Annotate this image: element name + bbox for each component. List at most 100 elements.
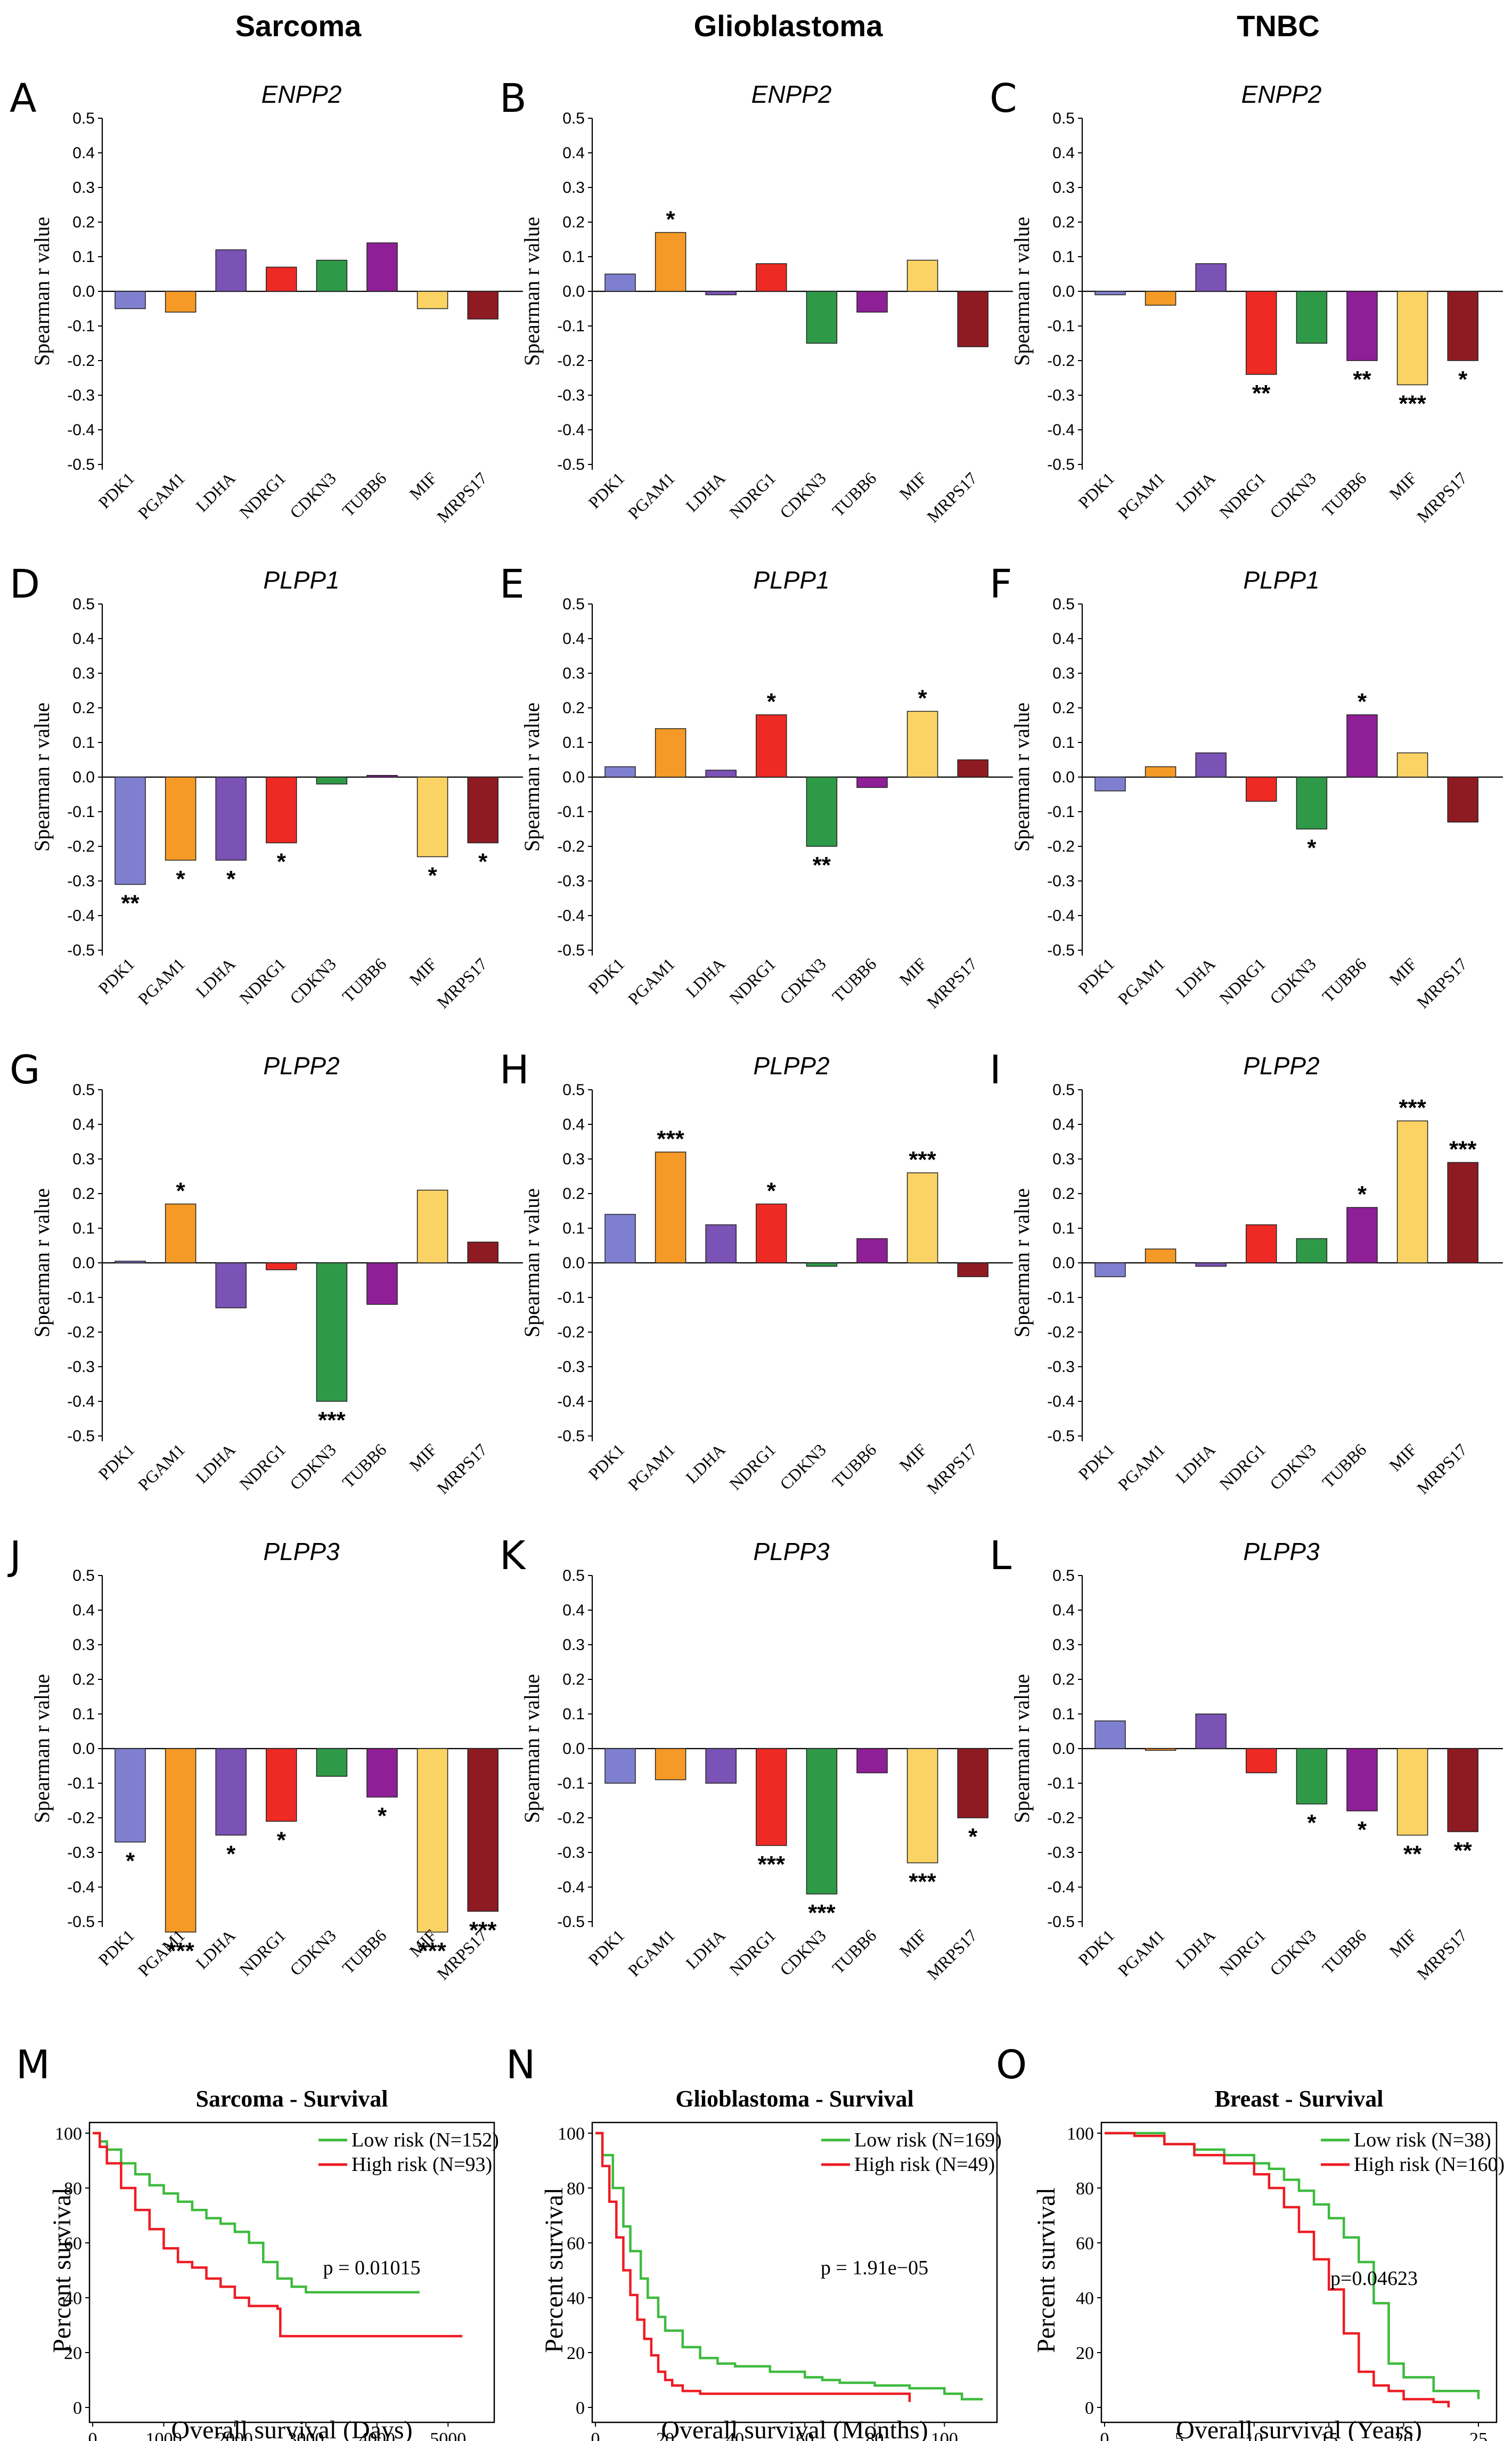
x-tick-label: 5: [1175, 2429, 1184, 2441]
y-tick-label: -0.2: [67, 352, 95, 370]
y-axis-label: Spearman r value: [30, 1674, 54, 1823]
y-tick-label: -0.3: [557, 1358, 585, 1376]
y-tick-label: -0.1: [1047, 1289, 1075, 1307]
bar-cdkn3: [806, 777, 838, 847]
gene-title: PLPP3: [1243, 1538, 1320, 1565]
bar-cdkn3: [1296, 291, 1328, 344]
category-label: MIF: [405, 1440, 440, 1475]
significance-label: *: [666, 207, 676, 233]
y-tick-label: 60: [567, 2234, 585, 2254]
y-tick-label: 0.3: [562, 179, 585, 197]
bar-pdk1: [115, 1261, 146, 1263]
bar-pgam1: [1145, 1248, 1176, 1263]
bar-tubb6: [366, 775, 398, 778]
category-label: NDRG1: [235, 468, 289, 522]
x-axis-label: Overall survival (Days): [171, 2416, 412, 2441]
y-tick-label: 80: [567, 2179, 585, 2199]
y-tick-label: 0.2: [72, 1185, 95, 1203]
panel-letter: N: [506, 2042, 535, 2088]
category-label: CDKN3: [1266, 1925, 1320, 1979]
survival-curve-high-risk: [93, 2132, 462, 2338]
y-tick-label: 0.0: [562, 1740, 585, 1758]
y-tick-label: 0.3: [1052, 665, 1075, 682]
category-label: MRPS17: [923, 468, 980, 526]
category-label: MIF: [1385, 954, 1420, 989]
y-axis-label: Spearman r value: [30, 703, 54, 852]
y-tick-label: 0.4: [72, 630, 95, 648]
y-tick-label: 40: [567, 2289, 585, 2308]
bar-mif: [906, 1748, 938, 1864]
bar-tubb6: [1346, 714, 1378, 778]
y-tick-label: 20: [64, 2344, 82, 2363]
bar-pdk1: [604, 766, 636, 778]
significance-label: ***: [1449, 1137, 1477, 1163]
bar-pgam1: [655, 232, 686, 292]
y-tick-label: 0.2: [1052, 214, 1075, 231]
km-title: Glioblastoma - Survival: [675, 2086, 913, 2112]
y-tick-label: -0.5: [1047, 1913, 1075, 1931]
bar-pgam1: [655, 1152, 686, 1263]
bar-mrps17: [467, 1242, 498, 1263]
significance-label: **: [121, 891, 140, 917]
significance-label: ***: [419, 1938, 446, 1964]
gene-title: PLPP2: [753, 1052, 829, 1080]
significance-label: ***: [1399, 391, 1426, 417]
y-tick-label: 0.1: [72, 1705, 95, 1723]
y-tick-label: -0.2: [557, 838, 585, 855]
category-label: MRPS17: [1413, 954, 1470, 1011]
category-label: MIF: [1385, 468, 1420, 503]
significance-label: *: [176, 1178, 186, 1204]
y-tick-label: -0.3: [67, 872, 95, 890]
y-tick-label: -0.3: [557, 872, 585, 890]
category-label: CDKN3: [776, 1440, 830, 1493]
bar-cdkn3: [1296, 1748, 1328, 1805]
bar-mif: [416, 1748, 448, 1933]
category-label: CDKN3: [776, 1925, 830, 1979]
category-label: LDHA: [192, 468, 239, 515]
y-tick-label: -0.2: [1047, 352, 1075, 370]
category-label: LDHA: [192, 1440, 239, 1487]
y-tick-label: 0.1: [1052, 248, 1075, 266]
y-tick-label: -0.5: [1047, 1427, 1075, 1445]
bar-tubb6: [1346, 291, 1378, 361]
y-tick-label: 0.0: [1052, 283, 1075, 300]
category-label: PDK1: [94, 468, 138, 512]
y-tick-label: -0.2: [1047, 1324, 1075, 1341]
bar-mrps17: [957, 1748, 988, 1818]
category-label: LDHA: [682, 468, 729, 515]
y-tick-label: 0.2: [1052, 699, 1075, 717]
bar-tubb6: [366, 242, 398, 292]
significance-label: *: [176, 866, 186, 892]
significance-label: *: [478, 849, 488, 875]
significance-label: ***: [318, 1407, 346, 1433]
significance-label: ***: [469, 1917, 497, 1944]
y-tick-label: 0.0: [72, 1740, 95, 1758]
panel-letter: B: [500, 76, 527, 121]
y-tick-label: 0.2: [72, 699, 95, 717]
panel-letter: L: [990, 1533, 1011, 1579]
y-tick-label: 0.0: [1052, 1740, 1075, 1758]
y-tick-label: 0.1: [72, 734, 95, 752]
panel-i: I PLPP2 Spearman r value 0.5 0.4 0.3 0.2 0.1 0.0…: [990, 1047, 1503, 1498]
y-tick-label: 0.1: [562, 248, 585, 266]
y-tick-label: 0.2: [562, 1185, 585, 1203]
y-tick-label: -0.3: [1047, 1844, 1075, 1862]
panel-letter: O: [996, 2042, 1027, 2088]
bar-ldha: [215, 1262, 247, 1309]
y-tick-label: -0.5: [557, 1427, 585, 1445]
category-label: TUBB6: [828, 954, 880, 1006]
y-tick-label: 0.0: [72, 1254, 95, 1272]
p-value: p=0.04623: [1330, 2267, 1418, 2290]
category-label: LDHA: [682, 954, 729, 1001]
x-axis-label: Overall survival (Months): [661, 2416, 928, 2441]
category-label: MRPS17: [1413, 1440, 1470, 1497]
y-tick-label: -0.1: [67, 803, 95, 821]
bar-mif: [1396, 291, 1428, 386]
legend-label: High risk (N=49): [854, 2153, 995, 2176]
y-tick-label: 0.2: [562, 1671, 585, 1688]
bar-mif: [1396, 1120, 1428, 1263]
bar-ldha: [705, 770, 737, 778]
y-tick-label: -0.5: [67, 1913, 95, 1931]
bar-pdk1: [1094, 1262, 1126, 1277]
significance-label: **: [1252, 380, 1271, 406]
